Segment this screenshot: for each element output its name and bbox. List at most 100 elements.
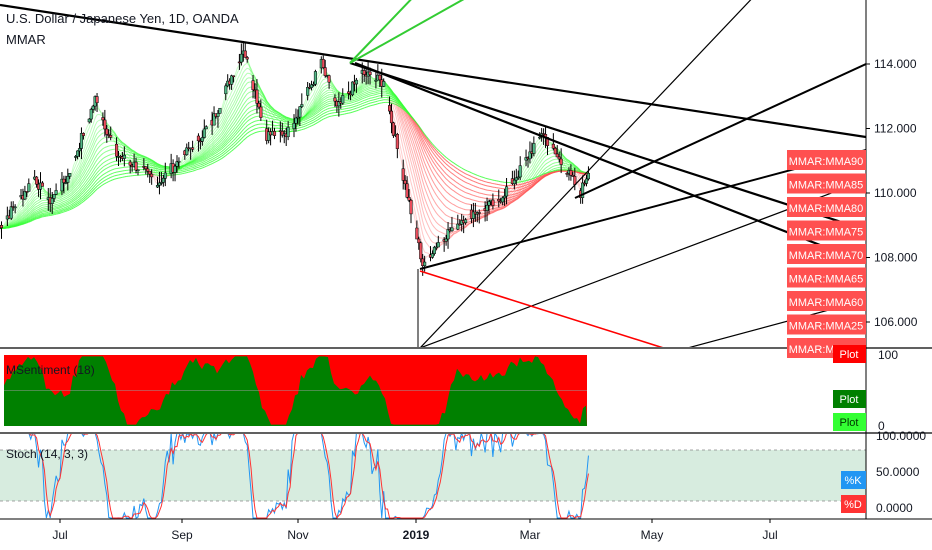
ribbon-segment: [16, 216, 20, 220]
ribbon-segment: [217, 146, 221, 149]
ribbon-segment: [26, 204, 30, 208]
ribbon-segment: [40, 213, 43, 215]
ribbon-segment: [108, 154, 111, 156]
ribbon-segment: [426, 203, 430, 209]
ribbon-segment: [432, 233, 435, 236]
ribbon-segment: [324, 92, 328, 95]
ribbon-segment: [441, 202, 445, 206]
ribbon-segment: [362, 92, 365, 95]
ribbon-segment: [326, 103, 330, 105]
ribbon-segment: [483, 188, 486, 191]
ribbon-segment: [414, 167, 418, 177]
ribbon-segment: [88, 129, 92, 136]
ribbon-segment: [506, 204, 509, 207]
ribbon-segment: [61, 205, 65, 208]
ribbon-segment: [36, 200, 39, 202]
ribbon-segment: [240, 121, 244, 126]
ribbon-segment: [207, 158, 211, 161]
ribbon-segment: [61, 201, 65, 203]
ribbon-segment: [54, 210, 57, 212]
ribbon-segment: [92, 152, 96, 158]
ribbon-segment: [264, 96, 268, 101]
ribbon-segment: [240, 99, 244, 104]
ribbon-segment: [315, 102, 318, 106]
ribbon-segment: [445, 191, 449, 194]
ribbon-segment: [445, 206, 449, 209]
ribbon-segment: [217, 128, 221, 132]
ribbon-segment: [213, 138, 217, 142]
ribbon-segment: [246, 87, 250, 90]
ribbon-segment: [323, 82, 326, 85]
ribbon-segment: [18, 220, 22, 223]
ribbon-segment: [223, 128, 227, 133]
ribbon-segment: [98, 171, 102, 175]
ribbon-segment: [59, 209, 63, 212]
ribbon-segment: [211, 150, 215, 153]
ribbon-segment: [264, 113, 267, 116]
ribbon-segment: [301, 117, 304, 120]
ribbon-segment: [118, 137, 121, 141]
ribbon-segment: [14, 214, 18, 217]
ribbon-segment: [223, 114, 227, 120]
ribbon-segment: [194, 149, 197, 154]
ribbon-segment: [424, 239, 428, 244]
ribbon-segment: [20, 217, 24, 220]
ribbon-segment: [61, 199, 65, 201]
ribbon-segment: [57, 197, 61, 200]
ribbon-segment: [358, 86, 361, 90]
ribbon-segment: [196, 152, 199, 155]
ribbon-segment: [473, 199, 476, 202]
ribbon-segment: [414, 123, 418, 128]
ribbon-segment: [311, 101, 314, 105]
ribbon-segment: [248, 110, 252, 113]
ribbon-segment: [102, 151, 106, 154]
ribbon-segment: [358, 95, 361, 98]
ribbon-segment: [223, 118, 227, 123]
ribbon-segment: [404, 127, 408, 135]
ribbon-segment: [457, 212, 460, 215]
ribbon-segment: [100, 158, 104, 161]
ribbon-segment: [451, 183, 455, 186]
ribbon-segment: [124, 143, 127, 146]
ribbon-segment: [24, 219, 28, 222]
ribbon-segment: [426, 142, 429, 147]
ribbon-segment: [75, 197, 78, 201]
ribbon-segment: [221, 144, 225, 148]
ribbon-segment: [371, 77, 375, 80]
ribbon-segment: [303, 112, 307, 117]
ribbon-segment: [227, 96, 231, 101]
ribbon-segment: [541, 176, 544, 179]
ribbon-segment: [145, 158, 148, 160]
ribbon-segment: [410, 129, 414, 135]
ribbon-segment: [73, 190, 76, 194]
ribbon-segment: [260, 89, 264, 94]
ribbon-segment: [516, 192, 519, 195]
ribbon-segment: [125, 144, 129, 148]
ribbon-segment: [96, 141, 100, 145]
ribbon-segment: [492, 209, 496, 212]
ribbon-segment: [549, 152, 552, 155]
ribbon-segment: [313, 110, 316, 114]
ribbon-segment: [463, 202, 466, 205]
ribbon-segment: [42, 192, 45, 195]
ribbon-segment: [391, 96, 394, 99]
ribbon-segment: [316, 96, 320, 100]
ribbon-segment: [313, 107, 316, 111]
ribbon-segment: [248, 65, 252, 70]
ribbon-segment: [433, 175, 437, 180]
ribbon-segment: [84, 171, 88, 176]
ribbon-segment: [430, 230, 433, 234]
ribbon-segment: [321, 110, 324, 113]
ribbon-segment: [63, 198, 67, 201]
ribbon-segment: [514, 198, 517, 201]
ribbon-segment: [359, 83, 363, 87]
ribbon-segment: [408, 146, 412, 154]
ribbon-segment: [574, 166, 577, 169]
ribbon-segment: [516, 197, 519, 200]
ribbon-segment: [309, 106, 312, 110]
ribbon-segment: [201, 147, 205, 151]
ribbon-segment: [135, 154, 139, 156]
ribbon-segment: [127, 146, 131, 149]
ribbon-segment: [219, 137, 223, 141]
ribbon-segment: [525, 177, 529, 181]
